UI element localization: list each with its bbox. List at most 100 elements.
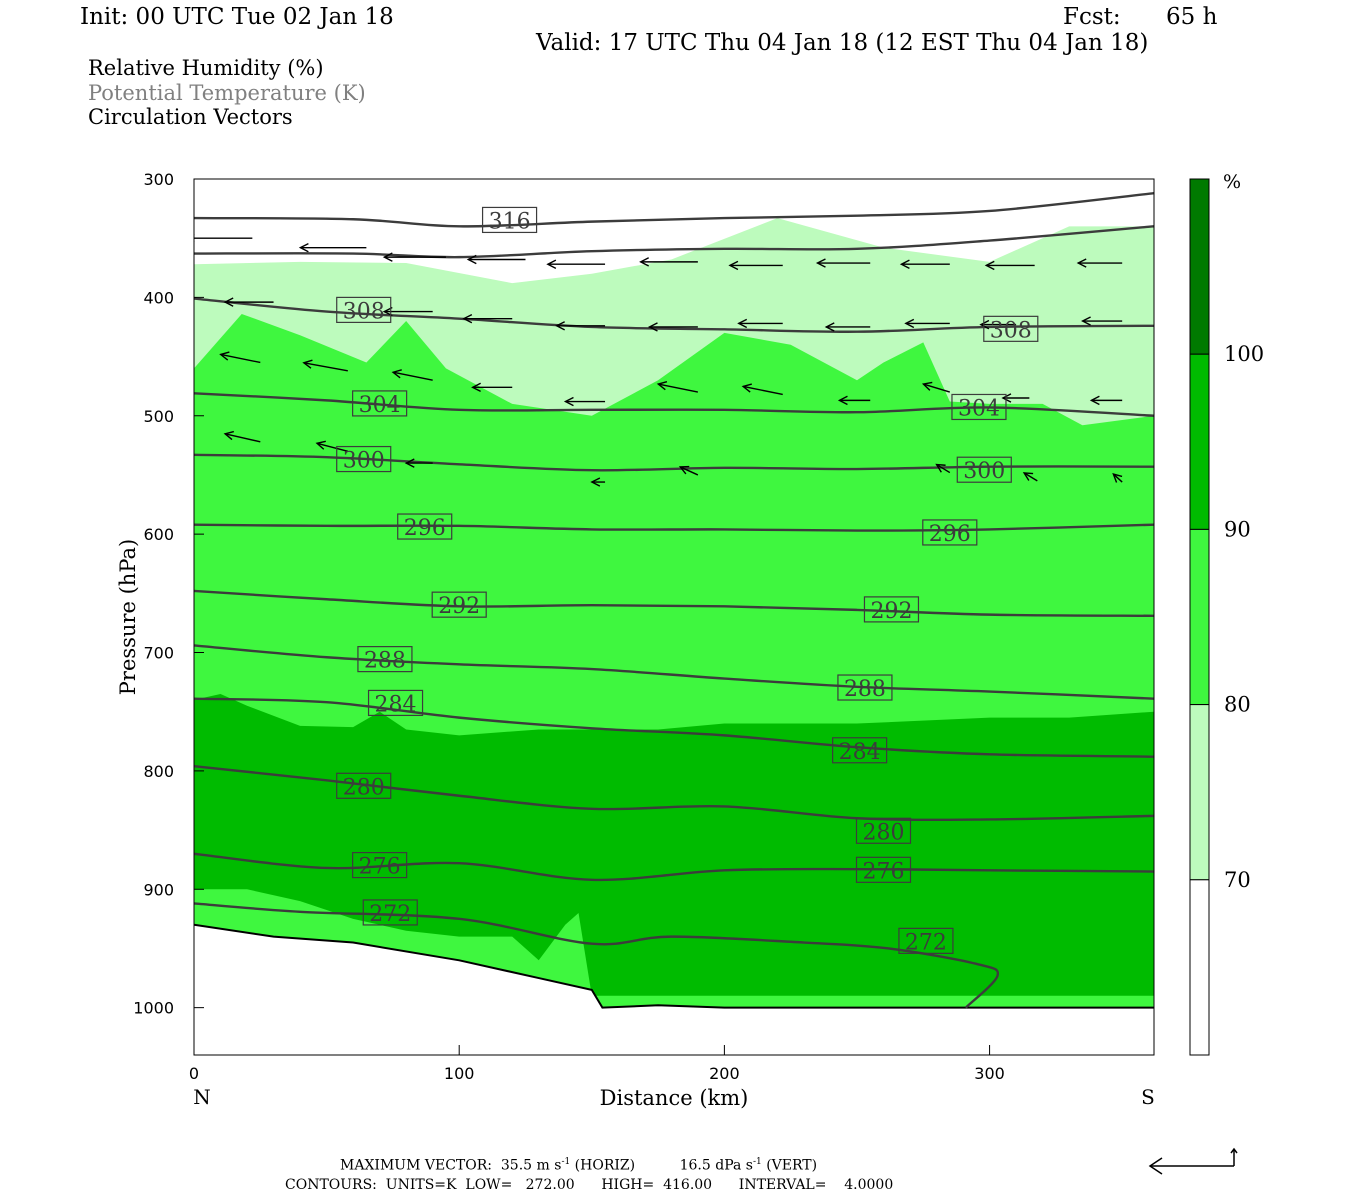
theta-contour-316: [194, 192, 1154, 228]
max-vector-line: MAXIMUM VECTOR: 35.5 m s-1 (HORIZ) 16.5 …: [340, 1158, 817, 1173]
terrain-line: [194, 923, 1154, 1009]
field-rh: Relative Humidity (%): [88, 56, 324, 80]
forecast-label: Fcst:: [1063, 4, 1121, 30]
vector-shaft: [392, 371, 433, 381]
colorbar-level-label: 70: [1224, 868, 1251, 892]
field-vectors: Circulation Vectors: [88, 105, 293, 129]
contour-label-box: [336, 296, 392, 323]
vector-head: [904, 318, 915, 329]
x-tick-label: 300: [974, 1064, 1005, 1083]
contour-label: 276: [863, 859, 905, 884]
contour-label: 304: [958, 396, 1000, 421]
valid-time: Valid: 17 UTC Thu 04 Jan 18 (12 EST Thu …: [536, 30, 1149, 56]
vector-head: [590, 477, 601, 487]
vector-head: [979, 319, 990, 330]
y-tick-label: 500: [143, 407, 174, 426]
vector-head: [382, 252, 393, 262]
contour-label: 296: [404, 516, 446, 541]
vector-head: [737, 318, 748, 329]
y-tick-label: 400: [143, 288, 174, 307]
x-end-label-south: S: [1141, 1085, 1155, 1109]
contour-label: 272: [905, 930, 947, 955]
contour-label: 292: [438, 594, 480, 619]
contour-label: 304: [359, 393, 401, 418]
rh-region-90-100: [194, 693, 1154, 996]
theta-contour-292: [194, 589, 1154, 618]
contour-label-box: [352, 851, 408, 879]
vector-shaft: [303, 362, 348, 372]
circulation-vectors: [194, 233, 1123, 487]
contour-label-box: [367, 689, 424, 717]
y-tick-label: 600: [143, 525, 174, 544]
vector-head: [728, 260, 739, 271]
contour-label-box: [951, 393, 1007, 421]
contour-label-box: [956, 456, 1012, 483]
vector-head: [1081, 316, 1091, 326]
vector-head: [1022, 472, 1034, 481]
vector-head: [563, 396, 574, 407]
contour-label-box: [362, 899, 418, 926]
contour-label: 284: [839, 740, 881, 765]
vector-head: [824, 322, 835, 332]
vector-head: [921, 381, 933, 391]
colorbar-segment: [1189, 528, 1210, 706]
colorbar-segment: [1189, 704, 1210, 881]
y-tick-label: 900: [143, 880, 174, 899]
horiz-tag: (HORIZ): [574, 1157, 636, 1174]
colorbar-level-label: 80: [1224, 693, 1251, 717]
terrain-mask: [194, 924, 1154, 1055]
vector-head: [837, 395, 848, 406]
x-axis-title: Distance (km): [600, 1086, 749, 1110]
vector-head: [302, 359, 313, 369]
contour-label-box: [983, 315, 1039, 342]
vector-head: [1089, 395, 1100, 406]
x-tick-label: 0: [189, 1064, 199, 1083]
vector-head: [1001, 393, 1012, 403]
contour-label: 300: [963, 459, 1005, 484]
theta-contour-288: [194, 644, 1154, 700]
colorbar-level-label: 100: [1224, 342, 1264, 366]
vector-head: [815, 258, 826, 268]
contour-label: 296: [929, 522, 971, 547]
vector-head: [899, 259, 910, 269]
theta-contour-300: [194, 453, 1154, 472]
contour-label: 280: [863, 820, 905, 845]
vector-shaft: [679, 466, 699, 476]
plot-frame: [193, 178, 1155, 1056]
plot-area: 316 308 308 304 304 300 300 296 296 292 292 288 288 2…: [194, 192, 1154, 1055]
vector-shaft: [1023, 472, 1038, 482]
contour-label-box: [352, 390, 408, 417]
vert-max: 16.5 dPa s: [679, 1157, 753, 1174]
contour-label-box: [832, 737, 888, 764]
contour-label: 300: [343, 449, 385, 474]
theta-contour-280: [194, 764, 1154, 822]
contour-label-box: [336, 772, 392, 799]
vector-head: [315, 440, 326, 450]
contour-info: CONTOURS: UNITS=K LOW= 272.00 HIGH= 416.…: [285, 1177, 894, 1193]
vector-head: [223, 297, 234, 307]
theta-contour-312: [194, 225, 1154, 259]
colorbar-segment: [1189, 178, 1210, 355]
contour-label: 280: [343, 775, 385, 800]
contour-label-box: [431, 591, 487, 618]
ref-vector-vert-head: [1230, 1147, 1238, 1154]
contour-label: 316: [489, 209, 531, 234]
vert-tag: (VERT): [766, 1157, 818, 1174]
theta-contour-284: [194, 697, 1154, 758]
vector-shaft: [224, 433, 261, 443]
contour-label: 308: [990, 318, 1032, 343]
contour-label-box: [855, 817, 912, 844]
vector-shaft: [316, 442, 348, 452]
field-theta: Potential Temperature (K): [88, 81, 366, 105]
vector-head: [1076, 258, 1087, 268]
vector-head: [1112, 473, 1123, 483]
vector-head: [639, 257, 650, 267]
contour-label-box: [357, 646, 413, 673]
contour-label-box: [336, 445, 392, 473]
contour-label: 288: [844, 677, 886, 702]
contour-label: 284: [375, 692, 417, 717]
vector-head: [404, 458, 415, 468]
vector-head: [194, 233, 195, 243]
contour-label: 272: [369, 902, 411, 927]
vector-shaft: [658, 383, 699, 393]
